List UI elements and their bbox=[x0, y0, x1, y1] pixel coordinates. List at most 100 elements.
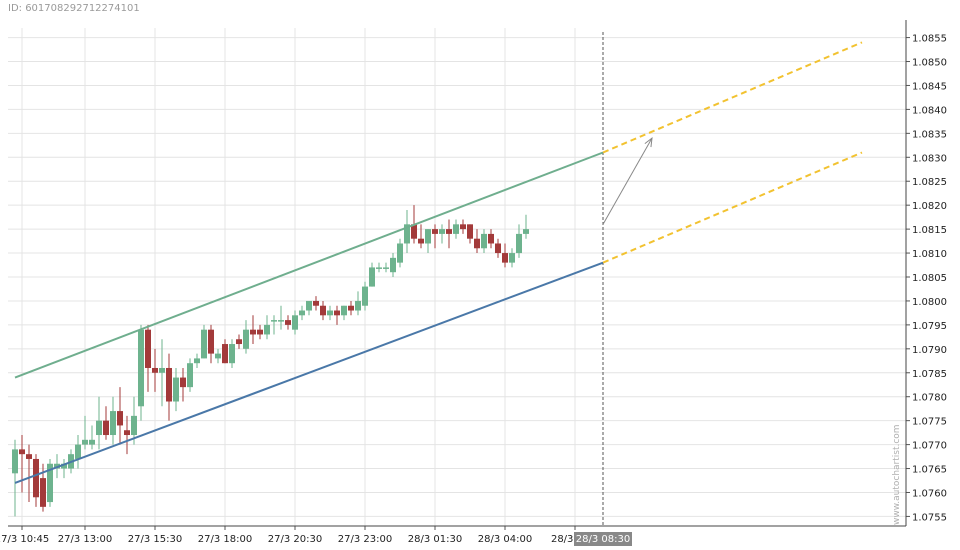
candle-down bbox=[460, 224, 466, 230]
candle-up bbox=[390, 257, 396, 273]
candle-down bbox=[33, 458, 39, 498]
candle-up bbox=[509, 253, 515, 263]
y-tick-label: 1.0790 bbox=[912, 345, 947, 356]
candle-up bbox=[355, 300, 361, 311]
candle-up bbox=[516, 233, 522, 254]
forecast-arrow-line bbox=[602, 137, 653, 225]
candle-down bbox=[40, 478, 46, 507]
candle-down bbox=[467, 224, 473, 239]
candle-up bbox=[299, 310, 305, 316]
candle-up bbox=[229, 344, 235, 364]
candle-down bbox=[285, 320, 291, 325]
candle-down bbox=[418, 238, 424, 244]
y-tick-label: 1.0765 bbox=[912, 465, 947, 476]
candle-up bbox=[439, 229, 445, 234]
y-tick-label: 1.0785 bbox=[912, 369, 947, 380]
candle-up bbox=[201, 329, 207, 359]
candle-up bbox=[264, 324, 270, 335]
candle-down bbox=[432, 229, 438, 234]
candle-up bbox=[523, 229, 529, 234]
candle-up bbox=[278, 320, 284, 322]
candle-up bbox=[61, 463, 67, 469]
candle-up bbox=[404, 224, 410, 244]
candle-down bbox=[488, 233, 494, 244]
candle-down bbox=[313, 300, 319, 306]
y-tick-label: 1.0855 bbox=[912, 34, 947, 45]
candle-up bbox=[131, 415, 137, 436]
candle-up bbox=[12, 449, 18, 474]
y-tick-label: 1.0755 bbox=[912, 512, 947, 523]
candle-down bbox=[26, 454, 32, 459]
candle-up bbox=[306, 300, 312, 311]
candle-up bbox=[82, 439, 88, 445]
candle-down bbox=[152, 367, 158, 373]
x-tick-label: 27/3 13:00 bbox=[58, 534, 112, 545]
candle-up bbox=[369, 267, 375, 287]
x-tick-label: 27/3 20:30 bbox=[268, 534, 322, 545]
candle-up bbox=[96, 420, 102, 436]
y-tick-label: 1.0810 bbox=[912, 249, 947, 260]
candle-down bbox=[446, 229, 452, 234]
candle-up bbox=[425, 229, 431, 244]
candle-up bbox=[89, 439, 95, 445]
candle-up bbox=[110, 411, 116, 436]
candle-down bbox=[103, 420, 109, 436]
y-tick-label: 1.0815 bbox=[912, 225, 947, 236]
candle-down bbox=[19, 449, 25, 455]
candle-down bbox=[334, 310, 340, 316]
candle-down bbox=[348, 305, 354, 311]
candle-down bbox=[117, 411, 123, 426]
candle-down bbox=[411, 224, 417, 239]
candle-up bbox=[376, 267, 382, 269]
y-tick-label: 1.0805 bbox=[912, 273, 947, 284]
y-tick-label: 1.0780 bbox=[912, 393, 947, 404]
upper-projection-line bbox=[602, 41, 863, 154]
forecast-arrow-head bbox=[644, 137, 653, 148]
candle-up bbox=[173, 377, 179, 402]
candle-down bbox=[208, 329, 214, 354]
candle-up bbox=[271, 320, 277, 322]
candle-up bbox=[187, 363, 193, 388]
candle-up bbox=[47, 463, 53, 503]
y-tick-label: 1.0840 bbox=[912, 105, 947, 116]
candle-down bbox=[124, 430, 130, 436]
upper-channel-line bbox=[14, 151, 604, 379]
x-tick-label: 28/3 01:30 bbox=[408, 534, 462, 545]
candle-down bbox=[236, 339, 242, 345]
candle-up bbox=[341, 305, 347, 316]
lower-channel-line bbox=[14, 261, 604, 484]
candle-down bbox=[250, 329, 256, 335]
y-tick-label: 1.0760 bbox=[912, 488, 947, 499]
x-tick-label: 27/3 15:30 bbox=[128, 534, 182, 545]
x-tick-label: 27/3 18:00 bbox=[198, 534, 252, 545]
x-tick-label: 27/3 23:00 bbox=[338, 534, 392, 545]
candle-up bbox=[292, 315, 298, 330]
candle-down bbox=[257, 329, 263, 335]
y-tick-label: 1.0845 bbox=[912, 81, 947, 92]
candle-up bbox=[327, 310, 333, 316]
current-time-label-bg bbox=[574, 532, 632, 546]
y-tick-label: 1.0800 bbox=[912, 297, 947, 308]
chart-id-label: ID: 6017082927122741​01 bbox=[8, 3, 140, 14]
y-tick-label: 1.0850 bbox=[912, 58, 947, 69]
candle-up bbox=[397, 243, 403, 263]
candle-down bbox=[222, 344, 228, 364]
y-tick-label: 1.0830 bbox=[912, 153, 947, 164]
candle-up bbox=[194, 358, 200, 364]
y-tick-label: 1.0835 bbox=[912, 129, 947, 140]
current-time-label: 28/3 08:30 bbox=[576, 534, 630, 545]
candle-up bbox=[243, 329, 249, 349]
y-tick-label: 1.0825 bbox=[912, 177, 947, 188]
candle-up bbox=[159, 367, 165, 373]
candle-up bbox=[75, 444, 81, 459]
candle-up bbox=[481, 233, 487, 249]
x-tick-label: 27/3 10:45 bbox=[0, 534, 49, 545]
candle-up bbox=[362, 286, 368, 306]
y-tick-label: 1.0795 bbox=[912, 321, 947, 332]
x-tick-label: 28/3 04:00 bbox=[478, 534, 532, 545]
candle-down bbox=[502, 253, 508, 263]
candle-up bbox=[215, 353, 221, 359]
candle-down bbox=[145, 329, 151, 368]
y-tick-label: 1.0770 bbox=[912, 441, 947, 452]
